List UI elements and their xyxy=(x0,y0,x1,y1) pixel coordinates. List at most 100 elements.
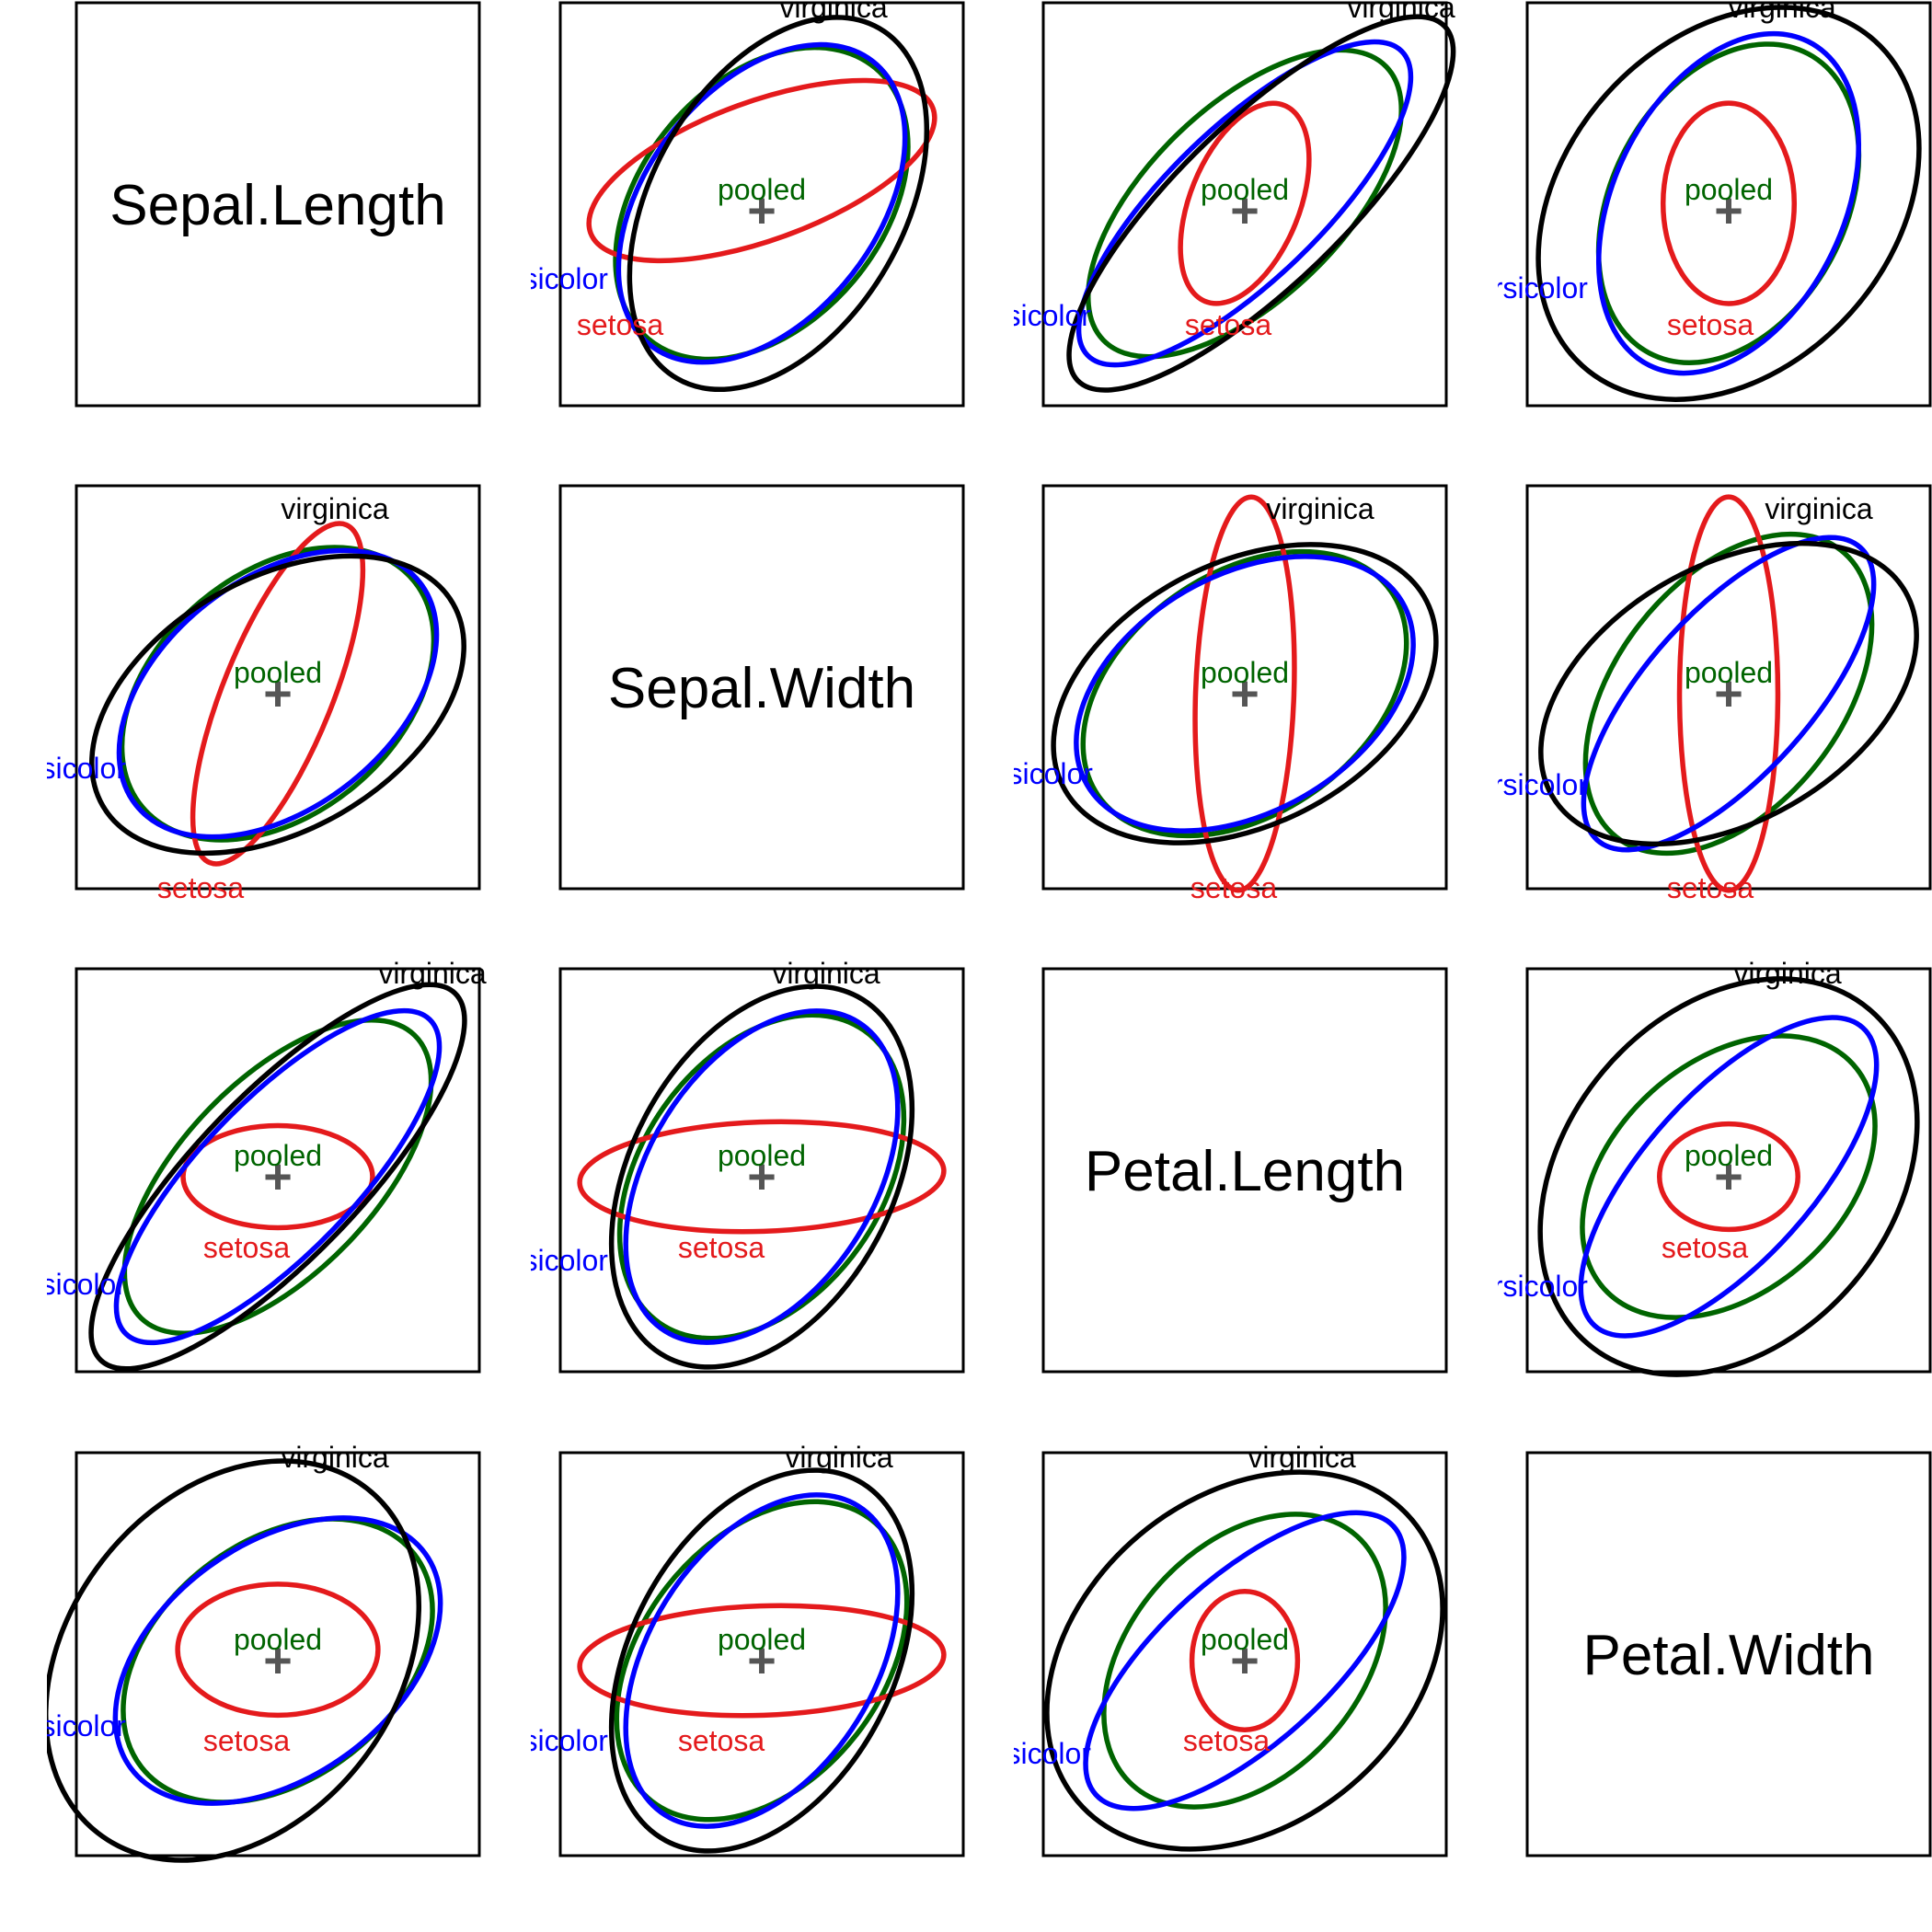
group-label-setosa: setosa xyxy=(577,308,663,341)
panel-frame xyxy=(75,967,481,1374)
ellipse-group-1-2 xyxy=(1051,494,1439,893)
ellipse-group-1-3 xyxy=(1538,494,1919,893)
ellipse-virginica xyxy=(1066,14,1456,393)
group-label-setosa: setosa xyxy=(1667,871,1754,904)
ellipse-pooled xyxy=(613,44,911,362)
panel-3-3: Petal.Width xyxy=(1525,1451,1932,1857)
label-group: setosa versicolor virginica pooled xyxy=(47,957,487,1301)
center-plus-icon: + xyxy=(1230,666,1259,721)
ellipse-setosa xyxy=(1676,494,1781,893)
ellipse-setosa xyxy=(577,1603,947,1719)
label-group: setosa versicolor virginica pooled xyxy=(1462,492,1873,904)
panel-0-2 xyxy=(1041,1,1448,408)
label-group: setosa versicolor virginica pooled xyxy=(965,0,1455,341)
ellipse-setosa xyxy=(1657,1121,1800,1233)
group-label-versicolor: versicolor xyxy=(0,752,126,785)
group-label-setosa: setosa xyxy=(157,871,244,904)
panel-frame xyxy=(1041,967,1448,1374)
group-label-setosa: setosa xyxy=(678,1231,765,1264)
ellipse-group-1-0 xyxy=(89,521,466,867)
group-label-virginica: virginica xyxy=(281,492,389,525)
group-label-pooled: pooled xyxy=(718,173,806,206)
panel-frame xyxy=(75,1,481,408)
ellipse-versicolor xyxy=(1578,1015,1880,1339)
panel-1-0 xyxy=(75,484,481,891)
center-plus-icon: + xyxy=(1714,183,1743,238)
center-plus-icon: + xyxy=(1714,666,1743,721)
group-label-versicolor: versicolor xyxy=(1462,271,1588,305)
group-label-pooled: pooled xyxy=(1685,1139,1773,1172)
center-plus-icon: + xyxy=(263,666,293,721)
group-label-virginica: virginica xyxy=(1347,0,1455,24)
group-label-virginica: virginica xyxy=(1248,1441,1356,1474)
panel-frame xyxy=(1525,1,1932,408)
ellipse-group-0-2 xyxy=(1066,14,1456,393)
panel-frame xyxy=(558,967,965,1374)
group-label-pooled: pooled xyxy=(234,1623,322,1656)
center-plus-icon: + xyxy=(263,1149,293,1204)
ellipse-virginica xyxy=(1044,1469,1445,1852)
label-group: setosa versicolor virginica pooled xyxy=(1014,492,1374,904)
ellipse-virginica xyxy=(88,982,467,1372)
group-label-virginica: virginica xyxy=(772,957,880,990)
ellipse-setosa xyxy=(175,1581,381,1719)
ellipse-group-0-1 xyxy=(586,15,937,393)
ellipse-versicolor xyxy=(623,1492,901,1829)
ellipse-setosa xyxy=(586,77,937,264)
group-label-virginica: virginica xyxy=(1733,957,1842,990)
group-label-pooled: pooled xyxy=(718,1139,806,1172)
group-label-virginica: virginica xyxy=(779,0,888,24)
panel-3-0 xyxy=(75,1451,481,1857)
ellipse-setosa xyxy=(180,1122,375,1231)
ellipse-virginica xyxy=(627,15,930,393)
panel-0-1 xyxy=(558,1,965,408)
group-label-versicolor: versicolor xyxy=(1462,768,1588,801)
ellipse-virginica xyxy=(1535,5,1922,402)
group-label-virginica: virginica xyxy=(281,1441,389,1474)
label-group: setosa versicolor virginica pooled xyxy=(1014,1441,1356,1770)
ellipse-group-0-3 xyxy=(1535,5,1922,402)
group-label-virginica: virginica xyxy=(785,1441,893,1474)
ellipse-setosa xyxy=(1189,1589,1301,1732)
center-plus-icon: + xyxy=(747,1149,776,1204)
group-label-pooled: pooled xyxy=(1685,656,1773,689)
group-label-setosa: setosa xyxy=(1185,308,1271,341)
label-group: setosa versicolor virginica pooled xyxy=(1498,957,1842,1303)
variable-title: Sepal.Width xyxy=(608,657,915,720)
panel-frame xyxy=(75,1451,481,1857)
panel-2-1 xyxy=(558,967,965,1374)
group-label-versicolor: versicolor xyxy=(965,299,1091,332)
ellipse-group-3-2 xyxy=(1044,1469,1445,1852)
panel-frame xyxy=(1041,1451,1448,1857)
ellipse-versicolor xyxy=(623,1008,901,1345)
center-plus-icon: + xyxy=(747,1633,776,1688)
ellipse-group-3-1 xyxy=(577,1467,947,1854)
ellipse-group-2-3 xyxy=(1537,976,1920,1377)
label-group: setosa versicolor virginica pooled xyxy=(47,1441,389,1757)
variable-title: Sepal.Length xyxy=(109,174,445,237)
group-label-virginica: virginica xyxy=(1728,0,1836,24)
center-plus-icon: + xyxy=(1714,1149,1743,1204)
panel-2-0 xyxy=(75,967,481,1374)
panel-frame xyxy=(558,1,965,408)
ellipse-setosa xyxy=(577,1119,947,1235)
variable-title: Petal.Length xyxy=(1085,1140,1405,1203)
ellipse-virginica xyxy=(1537,976,1920,1377)
group-label-virginica: virginica xyxy=(1266,492,1374,525)
group-label-pooled: pooled xyxy=(718,1623,806,1656)
ellipse-versicolor xyxy=(1074,554,1416,834)
group-label-versicolor: versicolor xyxy=(482,262,608,295)
center-plus-icon: + xyxy=(747,183,776,238)
ellipse-pooled xyxy=(1101,1512,1388,1810)
group-label-versicolor: versicolor xyxy=(482,1244,608,1277)
ellipse-virginica xyxy=(608,1467,915,1854)
ellipse-versicolor xyxy=(1083,1510,1407,1811)
ellipse-versicolor xyxy=(1581,535,1877,853)
group-label-setosa: setosa xyxy=(678,1724,765,1757)
ellipse-virginica xyxy=(89,553,466,857)
group-label-virginica: virginica xyxy=(1765,492,1873,525)
ellipse-setosa xyxy=(1178,100,1312,306)
ellipse-setosa xyxy=(190,521,366,867)
ellipse-group-2-0 xyxy=(88,982,467,1372)
